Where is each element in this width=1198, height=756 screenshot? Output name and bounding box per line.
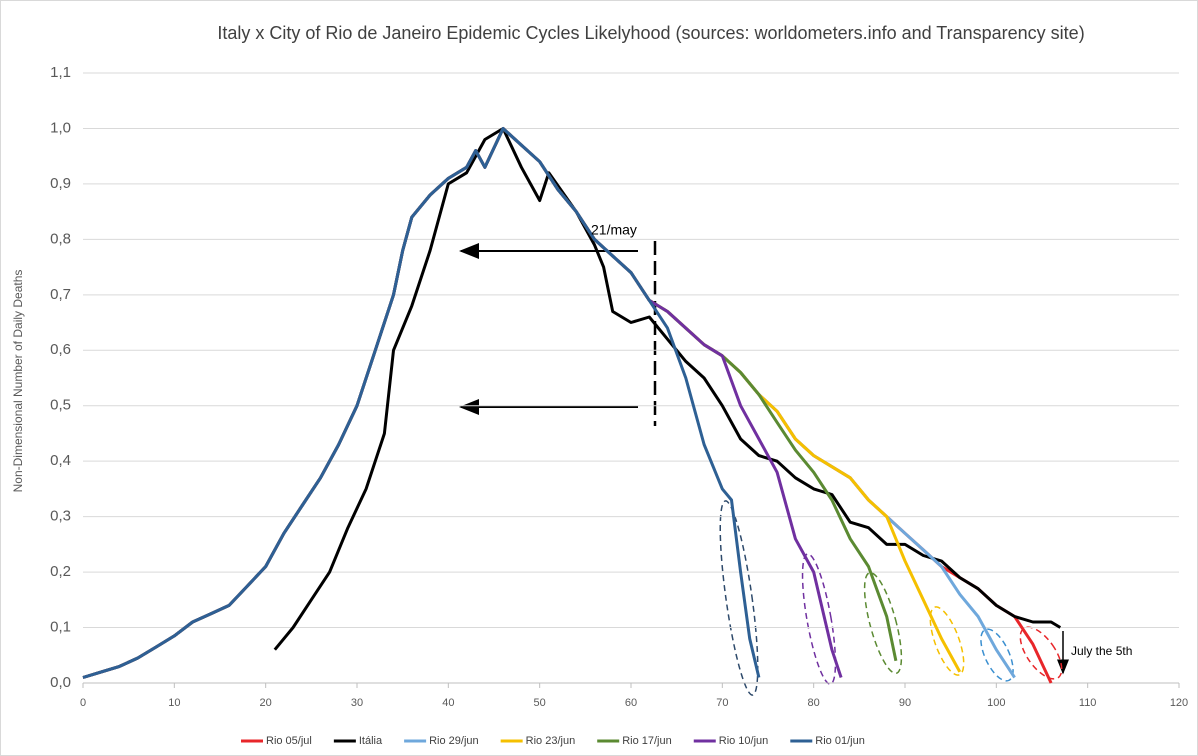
y-tick-label: 0,5 xyxy=(50,397,71,414)
x-tick-label: 110 xyxy=(1079,697,1097,709)
y-tick-label: 0,0 xyxy=(50,674,71,691)
legend-label: Itália xyxy=(359,735,383,747)
legend-label: Rio 17/jun xyxy=(622,735,672,747)
legend-label: Rio 01/jun xyxy=(815,735,865,747)
series-line xyxy=(82,127,1016,679)
annotation-shapes xyxy=(459,241,1069,696)
x-tick-label: 50 xyxy=(534,697,546,709)
x-tick-label: 80 xyxy=(808,697,820,709)
y-tick-label: 1,1 xyxy=(50,64,71,81)
x-tick-label: 0 xyxy=(80,697,86,709)
y-tick-label: 0,6 xyxy=(50,341,71,358)
x-tick-label: 20 xyxy=(260,697,272,709)
y-tick-label: 0,7 xyxy=(50,286,71,303)
x-tick-label: 40 xyxy=(442,697,454,709)
series-line xyxy=(82,127,898,679)
x-tick-label: 100 xyxy=(987,697,1005,709)
y-tick-label: 0,4 xyxy=(50,452,71,469)
y-tick-label: 0,9 xyxy=(50,175,71,192)
y-axis-label: Non-Dimensional Number of Daily Deaths xyxy=(11,270,25,493)
x-tick-label: 90 xyxy=(899,697,911,709)
series-line xyxy=(82,127,761,679)
x-tick-label: 70 xyxy=(716,697,728,709)
series-line xyxy=(82,127,843,679)
legend-label: Rio 29/jun xyxy=(429,735,479,747)
y-tick-label: 0,8 xyxy=(50,230,71,247)
y-tick-label: 1,0 xyxy=(50,119,71,136)
y-tick-label: 0,1 xyxy=(50,619,71,636)
legend-label: Rio 05/jul xyxy=(266,735,312,747)
annotation: 21/may xyxy=(591,222,637,238)
legend-label: Rio 10/jun xyxy=(719,735,769,747)
x-tick-label: 30 xyxy=(351,697,363,709)
x-tick-label: 60 xyxy=(625,697,637,709)
x-tick-label: 10 xyxy=(168,697,180,709)
series-line xyxy=(273,127,1062,651)
series-line xyxy=(82,127,962,679)
legend-label: Rio 23/jun xyxy=(526,735,576,747)
annotation: July the 5th xyxy=(1071,644,1132,658)
x-tick-label: 120 xyxy=(1170,697,1188,709)
y-tick-label: 0,3 xyxy=(50,508,71,525)
chart-title: Italy x City of Rio de Janeiro Epidemic … xyxy=(217,23,1085,43)
y-tick-label: 0,2 xyxy=(50,563,71,580)
